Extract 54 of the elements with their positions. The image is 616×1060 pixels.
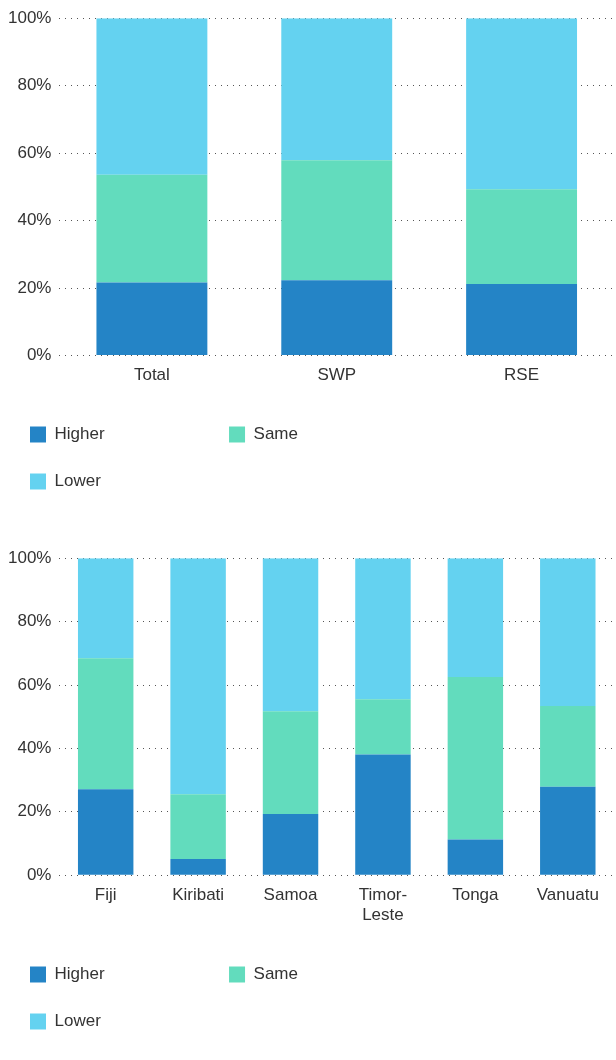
bar — [262, 814, 319, 875]
legend-label: Higher — [54, 424, 200, 444]
legend-label: Lower — [54, 1011, 196, 1031]
bar — [281, 280, 393, 356]
bar — [170, 859, 226, 875]
bar — [281, 160, 393, 281]
x-tick-label: Timor- Leste — [358, 885, 408, 925]
bar — [77, 789, 134, 875]
bar — [540, 786, 596, 875]
legend-label: Same — [253, 424, 393, 444]
x-tick-label: SWP — [317, 365, 357, 385]
legend-label: Lower — [54, 471, 196, 491]
bar — [96, 18, 208, 175]
bar — [466, 284, 578, 356]
y-tick-label: 20% — [17, 801, 52, 821]
bar — [96, 282, 208, 356]
bar — [447, 677, 504, 840]
bar — [96, 174, 208, 283]
x-tick-label: RSE — [504, 365, 540, 385]
bar — [170, 794, 226, 860]
y-tick-label: 60% — [17, 142, 52, 162]
x-tick-label: Total — [133, 365, 170, 385]
bar — [447, 839, 504, 875]
y-tick-label: 40% — [17, 210, 52, 230]
bar — [355, 699, 411, 755]
legend-label: Higher — [54, 964, 200, 984]
bar — [540, 558, 596, 706]
x-tick-label: Vanuatu — [536, 885, 599, 905]
y-tick-label: 60% — [17, 674, 52, 694]
y-tick-label: 0% — [26, 864, 52, 884]
bar — [466, 18, 578, 190]
x-tick-label: Kiribati — [172, 885, 225, 905]
legend-label: Same — [253, 964, 393, 984]
y-tick-label: 100% — [8, 547, 52, 567]
bar — [262, 711, 319, 815]
bar — [540, 705, 596, 787]
bar — [466, 189, 578, 285]
y-tick-label: 40% — [17, 738, 52, 758]
bar — [281, 18, 393, 161]
bar — [447, 558, 504, 678]
y-tick-label: 20% — [17, 277, 52, 297]
x-tick-label: Tonga — [452, 885, 500, 905]
bar — [262, 558, 319, 712]
bar — [355, 558, 411, 700]
y-tick-label: 100% — [8, 7, 52, 27]
bar — [170, 558, 226, 795]
bar — [355, 754, 411, 875]
bar — [77, 558, 134, 659]
x-tick-label: Fiji — [94, 885, 117, 905]
x-tick-label: Samoa — [263, 885, 318, 905]
y-tick-label: 80% — [17, 611, 52, 631]
bar — [77, 658, 134, 790]
y-tick-label: 80% — [17, 75, 52, 95]
y-tick-label: 0% — [26, 345, 52, 365]
